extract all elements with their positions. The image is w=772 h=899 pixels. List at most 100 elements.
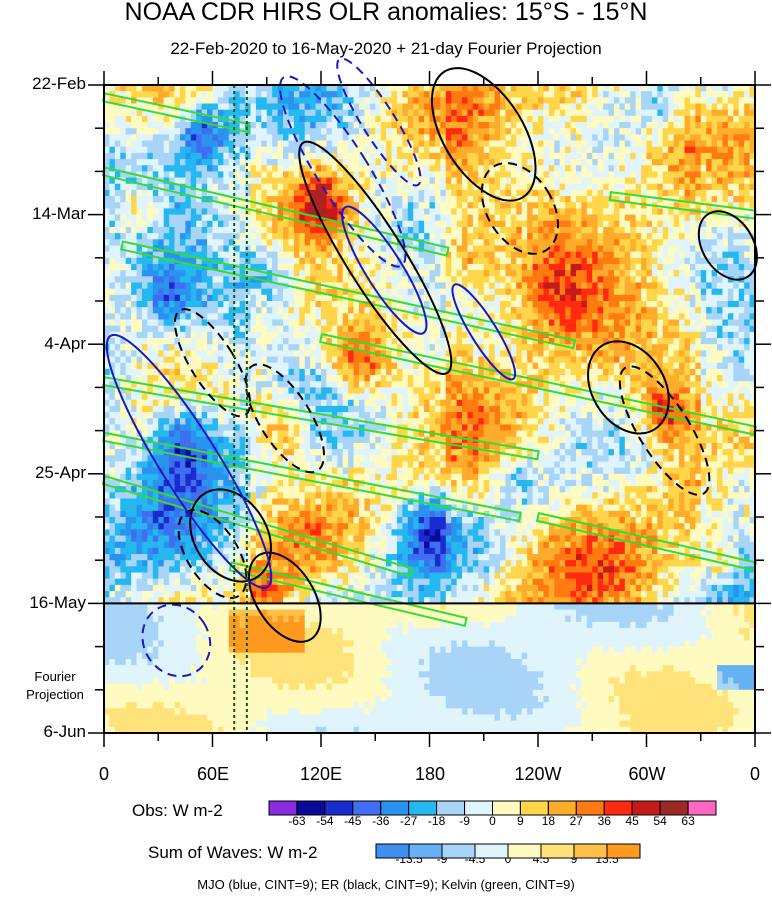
obs-cell: [505, 245, 512, 253]
obs-cell: [407, 307, 414, 314]
obs-cell: [228, 263, 235, 271]
obs-cell: [646, 251, 653, 259]
obs-cell: [478, 233, 485, 240]
obs-cell: [315, 159, 322, 166]
obs-cell: [575, 245, 582, 253]
obs-cell: [136, 270, 143, 277]
obs-cell: [586, 313, 593, 321]
obs-cell: [196, 85, 203, 92]
obs-cell: [608, 91, 615, 98]
obs-cell: [722, 109, 729, 117]
obs-cell: [396, 146, 403, 154]
obs-cell: [527, 202, 534, 210]
obs-cell: [689, 251, 696, 259]
obs-cell: [310, 165, 317, 172]
obs-cell: [109, 196, 116, 203]
obs-cell: [196, 220, 203, 228]
obs-cell: [348, 122, 355, 129]
obs-cell: [136, 307, 143, 314]
obs-cell: [228, 196, 235, 203]
obs-cell: [581, 220, 588, 228]
obs-cell: [575, 128, 582, 135]
obs-cell: [174, 115, 181, 123]
obs-cell: [592, 152, 599, 160]
obs-cell: [673, 288, 680, 296]
obs-cell: [418, 202, 425, 210]
obs-cell: [201, 331, 208, 339]
obs-cell: [548, 196, 555, 203]
obs-cell: [434, 325, 441, 333]
obs-cell: [364, 239, 371, 247]
obs-cell: [104, 85, 111, 92]
obs-cell: [630, 134, 637, 142]
obs-cell: [548, 208, 555, 216]
obs-cell: [586, 319, 593, 327]
obs-cell: [619, 122, 626, 129]
obs-cell: [711, 165, 718, 172]
obs-cell: [250, 282, 257, 290]
obs-cell: [570, 196, 577, 203]
obs-cell: [727, 233, 734, 240]
obs-cell: [255, 196, 262, 203]
obs-cell: [462, 115, 469, 123]
obs-cell: [245, 294, 252, 302]
obs-cell: [141, 319, 148, 327]
obs-cell: [738, 313, 745, 321]
obs-cell: [592, 263, 599, 271]
obs-cell: [559, 313, 566, 321]
obs-cell: [380, 313, 387, 321]
obs-cell: [283, 122, 290, 129]
obs-cell: [662, 263, 669, 271]
obs-cell: [624, 183, 631, 191]
obs-cell: [217, 226, 224, 234]
obs-cell: [451, 196, 458, 203]
obs-cell: [673, 208, 680, 216]
obs-cell: [310, 115, 317, 123]
obs-cell: [592, 233, 599, 240]
obs-cell: [575, 263, 582, 271]
obs-cell: [288, 189, 295, 197]
obs-cell: [255, 189, 262, 197]
obs-cell: [521, 202, 528, 210]
obs-cell: [304, 177, 311, 185]
obs-cell: [722, 152, 729, 160]
obs-cell: [592, 313, 599, 321]
obs-cell: [396, 282, 403, 290]
obs-cell: [141, 338, 148, 345]
obs-cell: [245, 115, 252, 123]
obs-cell: [326, 134, 333, 142]
obs-cell: [744, 165, 751, 172]
obs-cell: [727, 220, 734, 228]
obs-cell: [136, 85, 143, 92]
obs-cell: [516, 245, 523, 253]
obs-cell: [245, 146, 252, 154]
obs-cell: [163, 202, 170, 210]
obs-cell: [527, 122, 534, 129]
obs-cell: [673, 325, 680, 333]
obs-cell: [272, 338, 279, 345]
obs-cell: [190, 165, 197, 172]
obs-cell: [679, 288, 686, 296]
obs-cell: [695, 239, 702, 247]
obs-cell: [272, 307, 279, 314]
obs-cell: [169, 165, 176, 172]
obs-cell: [554, 307, 561, 314]
obs-cell: [299, 109, 306, 117]
obs-cell: [109, 171, 116, 179]
obs-cell: [478, 165, 485, 172]
obs-cell: [185, 196, 192, 203]
obs-cell: [369, 245, 376, 253]
obs-cell: [348, 307, 355, 314]
obs-cell: [483, 183, 490, 191]
obs-cell: [131, 115, 138, 123]
obs-cell: [174, 313, 181, 321]
obs-cell: [689, 301, 696, 308]
obs-cell: [684, 146, 691, 154]
obs-cell: [131, 97, 138, 105]
obs-cell: [348, 263, 355, 271]
obs-cell: [733, 140, 740, 148]
obs-cell: [581, 140, 588, 148]
obs-cell: [321, 208, 328, 216]
obs-cell: [434, 196, 441, 203]
obs-cell: [217, 239, 224, 247]
